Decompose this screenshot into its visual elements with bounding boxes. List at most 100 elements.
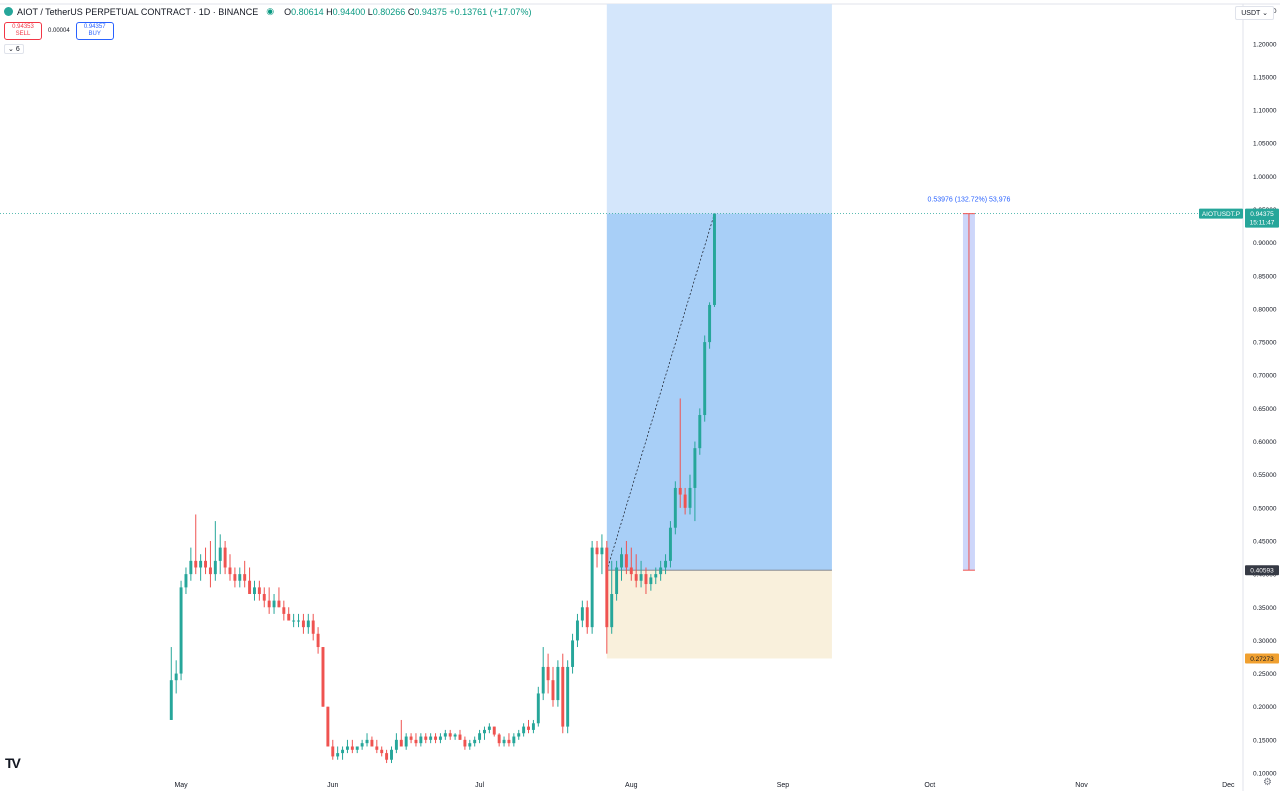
stop-price-tag (1245, 653, 1279, 664)
y-tick-label: 0.60000 (1253, 439, 1277, 446)
candle (419, 736, 423, 744)
y-tick-label: 1.20000 (1253, 41, 1277, 48)
entry-price-tag (1245, 565, 1279, 576)
symbol-logo-icon (4, 7, 13, 16)
x-tick-label: Dec (1222, 782, 1235, 789)
candle (311, 620, 315, 634)
candle (708, 304, 712, 343)
sell-button[interactable]: 0.94353 SELL (4, 22, 42, 40)
candle (629, 567, 633, 575)
stop-price-tag-label: 0.27273 (1250, 656, 1274, 663)
eye-icon[interactable]: ◉ (266, 6, 275, 16)
candle (365, 739, 369, 744)
candle (473, 739, 477, 744)
x-tick-label: Jun (327, 782, 338, 789)
candle (297, 620, 300, 622)
candle (174, 673, 178, 681)
candle (527, 726, 530, 730)
x-tick-label: Aug (625, 782, 638, 789)
candle (600, 547, 604, 555)
candle (507, 739, 511, 744)
candle (341, 749, 345, 754)
candle (429, 736, 433, 740)
candle (424, 736, 428, 740)
candle (605, 547, 609, 628)
symbol-tag (1199, 208, 1243, 219)
symbol-tag-label: AIOTUSDT.P (1202, 211, 1240, 218)
candle (262, 594, 266, 601)
y-tick-label: 0.10000 (1253, 771, 1277, 778)
candle (522, 726, 526, 734)
candle (649, 577, 653, 585)
indicators-toggle[interactable]: ⌄ 6 (4, 44, 24, 54)
candle (282, 607, 286, 614)
candle (218, 547, 222, 561)
tradingview-logo-icon[interactable]: TV (5, 755, 21, 771)
candle (703, 342, 707, 416)
y-tick-label: 0.35000 (1253, 605, 1277, 612)
x-tick-label: Oct (924, 782, 935, 789)
candle (326, 706, 330, 747)
candle (238, 574, 242, 581)
candle (375, 746, 379, 750)
candle (502, 739, 506, 744)
candle (561, 666, 565, 727)
y-tick-label: 0.65000 (1253, 406, 1277, 413)
x-tick-label: Jul (475, 782, 484, 789)
candle (184, 574, 188, 588)
target-zone-reached (606, 213, 832, 571)
candle (355, 746, 359, 750)
candle (169, 680, 173, 720)
candle (438, 736, 442, 740)
settings-gear-icon[interactable]: ⚙ (1263, 777, 1272, 788)
change-value: +0.13761 (+17.07%) (449, 6, 532, 17)
y-tick-label: 0.15000 (1253, 737, 1277, 744)
candle (434, 736, 438, 740)
candle (541, 666, 545, 694)
candle (664, 560, 668, 568)
candle (595, 547, 599, 555)
candle (199, 560, 203, 568)
symbol-title[interactable]: AIOT / TetherUS PERPETUAL CONTRACT · 1D … (17, 6, 259, 17)
currency-button[interactable]: USDT ⌄ (1235, 6, 1274, 20)
candle (713, 213, 716, 305)
y-tick-label: 1.05000 (1253, 141, 1277, 148)
candle (556, 666, 560, 701)
entry-price-tag-label: 0.40593 (1250, 568, 1274, 575)
candle (345, 746, 349, 750)
candle (453, 734, 457, 737)
y-tick-label: 1.15000 (1253, 74, 1277, 81)
candle (380, 749, 384, 754)
candle (644, 574, 648, 585)
candle (487, 726, 491, 730)
candle (458, 734, 462, 740)
candle (468, 743, 472, 747)
candle (654, 574, 658, 578)
candle (546, 666, 550, 681)
candle (620, 554, 623, 568)
candle (204, 560, 208, 568)
candle (512, 736, 516, 744)
y-tick-label: 0.90000 (1253, 240, 1277, 247)
measure-label: 0.53976 (132.72%) 53,976 (927, 197, 1010, 204)
candle (360, 743, 364, 747)
candle (668, 527, 672, 561)
candle (336, 753, 340, 757)
candle (267, 600, 271, 608)
candle (497, 734, 501, 744)
candle (536, 693, 540, 724)
y-tick-label: 0.30000 (1253, 638, 1277, 645)
x-tick-label: Nov (1075, 782, 1088, 789)
y-tick-label: 1.10000 (1253, 108, 1277, 115)
candle (248, 580, 252, 595)
candle (257, 587, 261, 595)
buy-button[interactable]: 0.94357 BUY (75, 22, 114, 40)
candle (551, 680, 555, 701)
candle (243, 574, 247, 581)
candle (492, 726, 496, 735)
trade-panel: 0.94353 SELL 0.00004 0.94357 BUY (4, 22, 114, 40)
candle (292, 620, 296, 622)
candle (390, 749, 393, 760)
candle (409, 736, 413, 740)
